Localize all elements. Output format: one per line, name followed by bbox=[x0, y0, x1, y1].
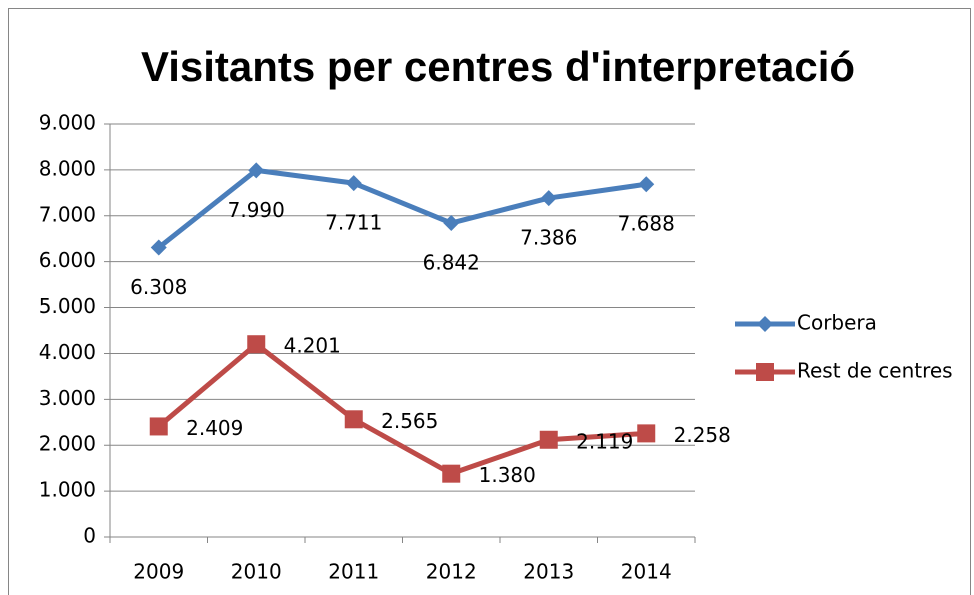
x-tick-label: 2014 bbox=[621, 560, 672, 584]
chart-title: Visitants per centres d'interpretació bbox=[141, 43, 855, 90]
data-label: 7.688 bbox=[618, 212, 675, 236]
marker bbox=[443, 215, 460, 232]
marker bbox=[757, 316, 773, 332]
x-tick-label: 2012 bbox=[426, 560, 477, 584]
data-label: 6.308 bbox=[130, 275, 187, 299]
y-tick-label: 7.000 bbox=[39, 202, 96, 226]
data-label: 7.386 bbox=[520, 226, 577, 250]
marker bbox=[442, 464, 461, 483]
data-label: 1.380 bbox=[479, 463, 536, 487]
marker bbox=[150, 239, 167, 256]
marker bbox=[248, 162, 265, 179]
marker bbox=[149, 417, 168, 436]
y-tick-label: 2.000 bbox=[39, 432, 96, 456]
marker bbox=[539, 430, 558, 449]
marker bbox=[637, 424, 656, 443]
chart-frame bbox=[8, 8, 971, 595]
x-tick-label: 2011 bbox=[328, 560, 379, 584]
data-label: 2.119 bbox=[576, 429, 633, 453]
marker bbox=[756, 363, 774, 381]
y-tick-label: 8.000 bbox=[39, 156, 96, 180]
x-tick-label: 2013 bbox=[523, 560, 574, 584]
x-tick-label: 2010 bbox=[231, 560, 282, 584]
data-label: 2.565 bbox=[381, 409, 438, 433]
series-line bbox=[157, 167, 647, 250]
y-tick-label: 3.000 bbox=[39, 386, 96, 410]
legend-label: Corbera bbox=[797, 311, 877, 335]
y-tick-label: 6.000 bbox=[39, 248, 96, 272]
marker bbox=[344, 410, 363, 429]
y-tick-label: 0 bbox=[83, 524, 96, 548]
data-label: 7.711 bbox=[325, 211, 382, 235]
y-tick-label: 1.000 bbox=[39, 478, 96, 502]
y-tick-label: 9.000 bbox=[39, 111, 96, 135]
x-tick-label: 2009 bbox=[133, 560, 184, 584]
data-label: 4.201 bbox=[284, 334, 341, 358]
marker bbox=[638, 176, 655, 193]
data-label: 2.409 bbox=[186, 416, 243, 440]
y-tick-label: 5.000 bbox=[39, 294, 96, 318]
data-label: 2.258 bbox=[674, 423, 731, 447]
series-line bbox=[157, 341, 647, 477]
data-label: 6.842 bbox=[423, 251, 480, 275]
marker bbox=[540, 190, 557, 207]
data-label: 7.990 bbox=[228, 198, 285, 222]
y-tick-label: 4.000 bbox=[39, 340, 96, 364]
marker bbox=[345, 175, 362, 192]
marker bbox=[247, 335, 266, 354]
legend-label: Rest de centres bbox=[797, 359, 953, 383]
